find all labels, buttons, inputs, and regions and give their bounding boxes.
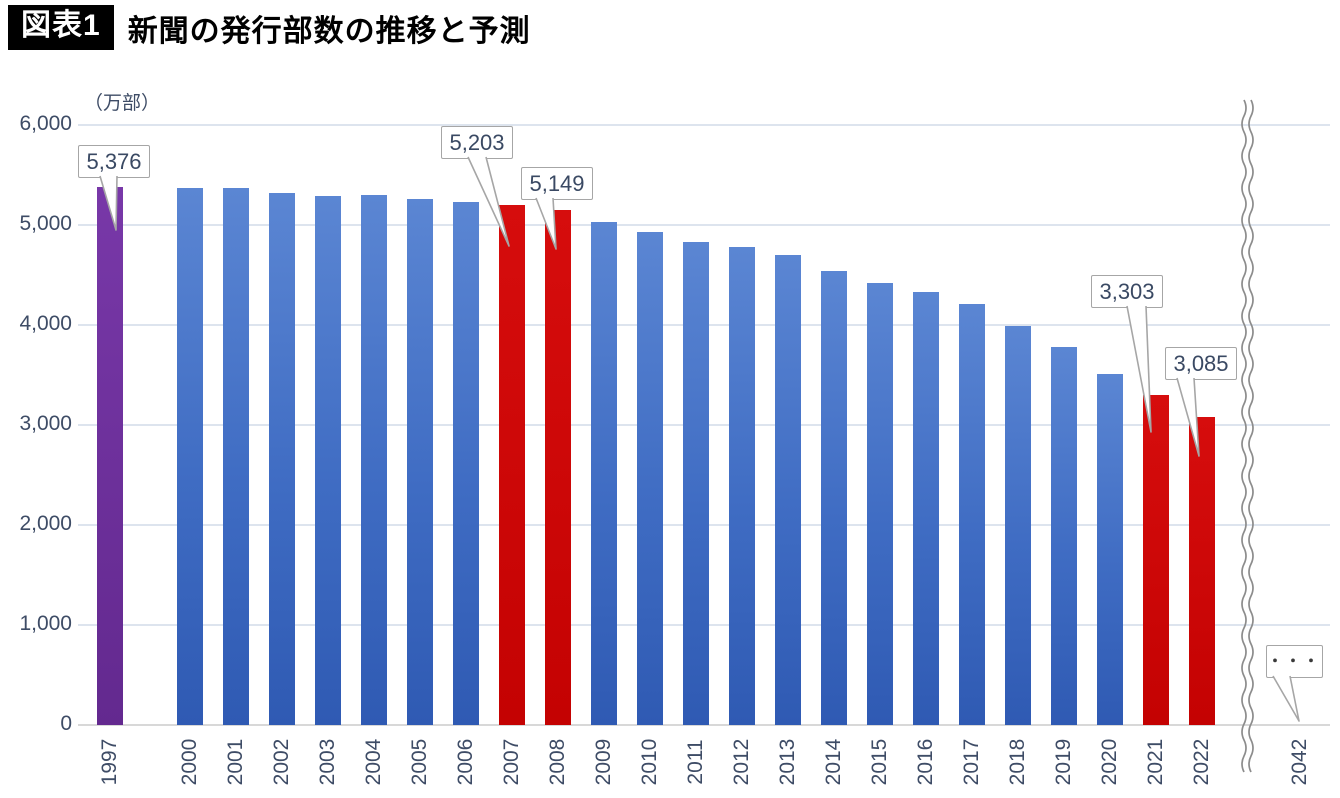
y-axis-tick-5000: 5,000: [19, 212, 72, 235]
x-axis-label-2000: 2000: [178, 738, 201, 786]
figure-badge: 図表1: [8, 5, 114, 50]
x-axis-label-2007: 2007: [500, 738, 523, 786]
bar-2019: [1051, 346, 1077, 725]
bar-2011: [683, 241, 709, 725]
y-axis-tick-6000: 6,000: [19, 112, 72, 135]
x-axis-label-2009: 2009: [592, 738, 615, 786]
x-axis-label-2022: 2022: [1190, 738, 1213, 786]
gridline-5000: [78, 224, 1330, 226]
y-axis-tick-0: 0: [60, 712, 72, 735]
bar-2010: [637, 231, 663, 725]
bar-2016: [913, 292, 939, 725]
x-axis-label-1997: 1997: [98, 738, 121, 786]
bar-2020: [1097, 374, 1123, 725]
x-axis-label-2008: 2008: [546, 738, 569, 786]
data-callout-2022: 3,085: [1165, 347, 1237, 380]
gridline-6000: [78, 124, 1330, 126]
data-callout-2007: 5,203: [441, 126, 513, 159]
x-axis-label-2020: 2020: [1098, 738, 1121, 786]
bar-2012: [729, 247, 755, 725]
figure-title: 新聞の発行部数の推移と予測: [127, 14, 531, 48]
x-axis-label-2019: 2019: [1052, 738, 1075, 786]
bar-2018: [1005, 326, 1031, 725]
x-axis-label-2006: 2006: [454, 738, 477, 786]
callout-tail-2042: [1272, 675, 1300, 722]
y-axis-tick-2000: 2,000: [19, 512, 72, 535]
x-axis-label-2016: 2016: [914, 738, 937, 786]
x-axis-label-2015: 2015: [868, 738, 891, 786]
bar-2002: [269, 193, 295, 725]
bar-2001: [223, 188, 249, 725]
x-axis-label-2042: 2042: [1288, 738, 1311, 786]
x-axis-label-2013: 2013: [776, 738, 799, 786]
bar-2000: [177, 187, 203, 725]
x-axis-label-2005: 2005: [408, 738, 431, 786]
x-axis-label-2014: 2014: [822, 738, 845, 786]
figure-title-row: 図表1 新聞の発行部数の推移と予測: [8, 5, 531, 50]
bar-2009: [591, 221, 617, 725]
bar-2014: [821, 271, 847, 725]
bar-2005: [407, 199, 433, 725]
x-axis-label-2001: 2001: [224, 738, 247, 786]
bar-2013: [775, 255, 801, 725]
x-axis-label-2017: 2017: [960, 738, 983, 786]
y-axis-tick-4000: 4,000: [19, 312, 72, 335]
bar-2006: [453, 201, 479, 725]
x-axis-label-2012: 2012: [730, 738, 753, 786]
bar-2004: [361, 194, 387, 725]
y-axis-tick-3000: 3,000: [19, 412, 72, 435]
data-callout-2008: 5,149: [521, 167, 593, 200]
bar-2015: [867, 282, 893, 725]
x-axis-label-2018: 2018: [1006, 738, 1029, 786]
data-callout-1997: 5,376: [78, 145, 150, 178]
x-axis-label-2003: 2003: [316, 738, 339, 786]
bar-2021: [1143, 394, 1169, 725]
x-axis-label-2010: 2010: [638, 738, 661, 786]
bar-2017: [959, 303, 985, 725]
x-axis-label-2011: 2011: [684, 739, 707, 785]
axis-break-wavy-line-left: [1241, 99, 1247, 773]
gridline-0: [78, 724, 1330, 726]
bar-2003: [315, 196, 341, 725]
x-axis-label-2021: 2021: [1144, 738, 1167, 786]
y-axis-unit-label: （万部）: [84, 93, 161, 114]
bar-2008: [545, 210, 571, 725]
y-axis-tick-1000: 1,000: [19, 612, 72, 635]
data-callout-2042: ・・・: [1266, 645, 1323, 678]
data-callout-2021: 3,303: [1091, 275, 1163, 308]
x-axis-label-2004: 2004: [362, 738, 385, 786]
bar-2007: [499, 204, 525, 725]
axis-break-wavy-line-right: [1248, 99, 1254, 773]
bar-1997: [97, 187, 123, 725]
x-axis-label-2002: 2002: [270, 738, 293, 786]
bar-2022: [1189, 416, 1215, 725]
